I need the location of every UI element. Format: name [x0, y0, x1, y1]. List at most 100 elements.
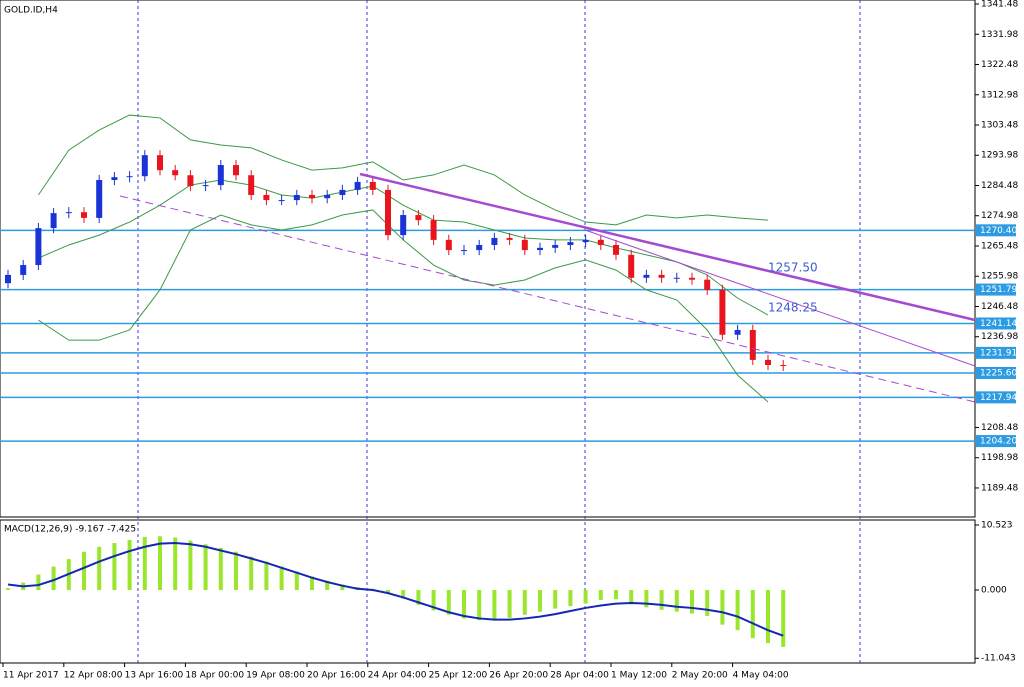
candle-body	[506, 237, 513, 240]
trendline	[584, 229, 976, 367]
candle-body	[65, 212, 72, 214]
candle-body	[597, 239, 604, 245]
y-tick-label: 1246.48	[981, 302, 1018, 312]
x-tick-label: 20 Apr 16:00	[307, 671, 366, 681]
level-label-box	[976, 346, 1016, 359]
level-label: 1231.91	[980, 348, 1017, 358]
candle-body	[719, 289, 726, 335]
trendline	[359, 172, 976, 322]
candle-body	[521, 239, 528, 251]
macd-bar	[568, 590, 573, 607]
y-tick-label: 1198.98	[981, 453, 1018, 463]
x-tick-label: 18 Apr 00:00	[185, 671, 244, 681]
level-label: 1225.60	[980, 368, 1017, 378]
macd-bar	[781, 590, 786, 647]
level-label-box	[976, 435, 1016, 448]
y-tick-label: 1331.98	[981, 30, 1018, 40]
x-tick-label: 28 Apr 04:00	[550, 671, 609, 681]
trendline-label: 1257.50	[768, 261, 818, 275]
macd-bar	[553, 590, 558, 609]
macd-bar	[720, 590, 725, 625]
x-tick-label: 2 May 20:00	[672, 671, 728, 681]
macd-bar	[112, 543, 117, 591]
macd-bar	[264, 561, 269, 591]
macd-bar	[492, 590, 497, 620]
y-tick-label: 1236.98	[981, 332, 1018, 342]
y-tick-label: -11.043	[981, 654, 1016, 664]
candle-body	[126, 176, 133, 178]
level-label: 1241.14	[980, 319, 1017, 329]
x-tick-label: 4 May 04:00	[733, 671, 789, 681]
candle-body	[248, 175, 255, 195]
macd-bar	[51, 566, 56, 591]
macd-bar	[766, 590, 770, 644]
candle-body	[35, 228, 42, 266]
macd-bar	[325, 580, 330, 591]
candle-body	[217, 165, 224, 186]
candle-body	[415, 215, 422, 221]
candle-body	[537, 247, 543, 251]
y-tick-label: 1265.48	[981, 241, 1018, 251]
candle-body	[172, 170, 179, 176]
macd-bar	[674, 590, 679, 612]
candle-body	[582, 239, 589, 243]
candle-body	[369, 181, 376, 190]
macd-bar	[629, 590, 634, 605]
macd-bar	[690, 590, 694, 614]
macd-bar	[203, 544, 208, 591]
x-tick-label: 13 Apr 16:00	[125, 671, 184, 681]
x-tick-label: 25 Apr 12:00	[429, 671, 488, 681]
candle-body	[567, 242, 574, 245]
y-tick-label: 1303.48	[981, 120, 1018, 130]
candle-body	[187, 175, 194, 187]
macd-bar	[416, 590, 421, 605]
candle-body	[354, 181, 361, 190]
candle-body	[81, 212, 87, 218]
candle-body	[309, 194, 315, 199]
candle-body	[50, 213, 57, 229]
macd-bar	[218, 548, 223, 591]
candle-body	[339, 189, 346, 195]
macd-bar	[310, 576, 314, 591]
candle-body	[293, 194, 300, 201]
level-label: 1217.94	[980, 393, 1017, 403]
candle-body	[476, 244, 483, 251]
candle-body	[141, 155, 148, 177]
macd-bar	[614, 590, 618, 600]
macd-bar	[127, 539, 132, 591]
x-tick-label: 24 Apr 04:00	[368, 671, 427, 681]
macd-bar	[735, 590, 740, 631]
trendline	[119, 195, 976, 403]
macd-bar	[644, 590, 649, 608]
macd-bar	[294, 571, 299, 591]
macd-bar	[477, 590, 482, 621]
x-tick-label: 1 May 12:00	[611, 671, 667, 681]
candle-body	[461, 250, 467, 252]
candle-body	[765, 359, 771, 366]
candle-body	[552, 244, 559, 248]
level-label-box	[976, 391, 1016, 404]
y-tick-label: 1341.48	[981, 0, 1018, 10]
x-tick-label: 12 Apr 08:00	[64, 671, 123, 681]
candle-body	[96, 180, 103, 218]
candle-body	[734, 329, 741, 335]
macd-bar	[158, 536, 162, 591]
candle-body	[430, 220, 437, 240]
period-separators	[137, 0, 861, 663]
trendlines: 1257.50 1248.25	[119, 172, 976, 403]
candle-body	[278, 200, 285, 202]
level-label-box	[976, 317, 1016, 330]
level-label-box	[976, 224, 1016, 237]
y-tick-label: 1312.98	[981, 90, 1018, 100]
macd-bar	[234, 551, 238, 591]
candle-body	[385, 189, 391, 236]
y-tick-label: 1284.48	[981, 181, 1018, 191]
macd-bar	[188, 540, 193, 591]
candle-body	[628, 254, 635, 278]
candle-body	[5, 274, 11, 284]
candle-body	[658, 274, 665, 278]
macd-bar	[750, 590, 755, 639]
macd-bar	[173, 537, 178, 591]
macd-bar	[401, 590, 406, 599]
